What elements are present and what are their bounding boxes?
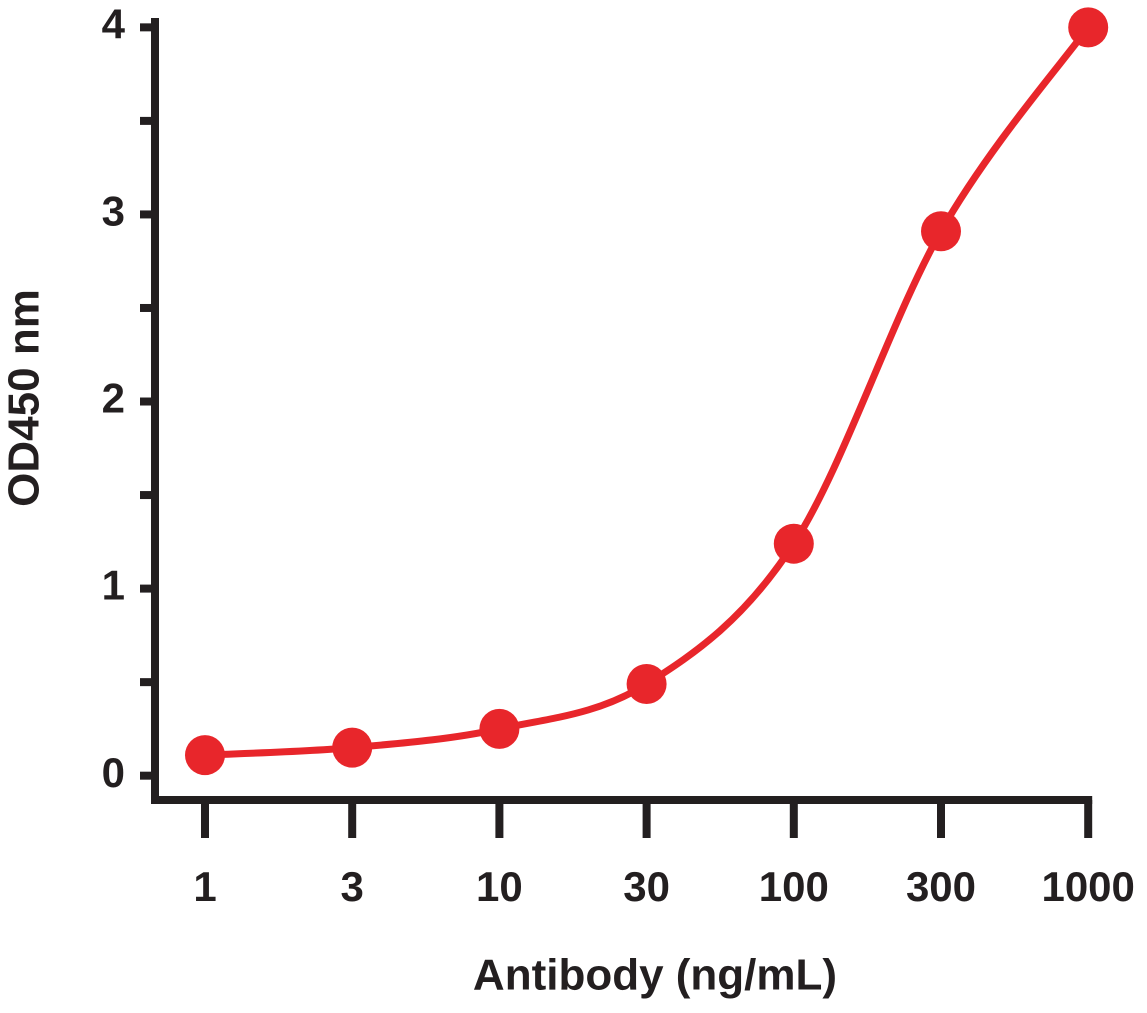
data-point xyxy=(185,735,225,776)
x-tick-label: 10 xyxy=(476,863,523,910)
y-tick-label: 3 xyxy=(102,188,125,235)
x-tick-label: 3 xyxy=(341,863,364,910)
x-tick-label: 100 xyxy=(759,863,829,910)
y-tick-label: 4 xyxy=(102,0,126,47)
data-point xyxy=(773,523,814,564)
data-point xyxy=(332,727,373,768)
data-point xyxy=(1068,7,1109,48)
data-point xyxy=(626,664,667,705)
x-axis-title: Antibody (ng/mL) xyxy=(473,951,837,1000)
y-tick-label: 2 xyxy=(102,375,125,422)
y-tick-label: 1 xyxy=(102,562,125,609)
x-tick-label: 1 xyxy=(193,863,216,910)
data-point xyxy=(479,708,520,749)
y-tick-label: 0 xyxy=(102,749,125,796)
data-point xyxy=(921,211,961,252)
y-axis-title: OD450 nm xyxy=(0,289,49,507)
x-tick-label: 300 xyxy=(906,863,976,910)
x-tick-label: 1000 xyxy=(1041,863,1134,910)
curve xyxy=(204,25,1092,759)
x-tick-label: 30 xyxy=(623,863,670,910)
